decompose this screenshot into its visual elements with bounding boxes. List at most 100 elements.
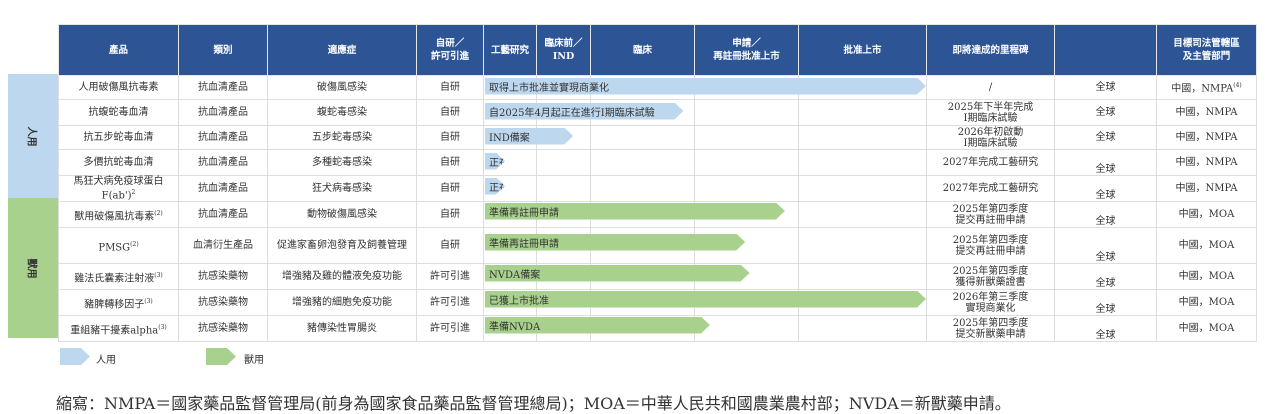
- jurisdiction-text: 中國，MOA: [1178, 209, 1235, 221]
- stage-cell: [798, 149, 927, 176]
- stage-progress-bar: 已獲上市批准: [485, 291, 926, 308]
- category-text: 抗感染藥物: [198, 323, 248, 335]
- column-header: [1054, 24, 1157, 76]
- product-text: 人用破傷風抗毒素: [78, 82, 159, 93]
- stage-progress-bar: 取得上市批准並實現商業化: [485, 78, 926, 95]
- source-text: 自研: [440, 82, 460, 93]
- region-cell: 全球: [1054, 227, 1157, 265]
- stage-cell: [694, 149, 799, 176]
- source-text: 自研: [440, 132, 460, 143]
- stage-cell: [798, 99, 927, 126]
- column-header: 適應症: [267, 24, 417, 76]
- source-cell: 自研: [416, 227, 484, 265]
- product-cell: 人用破傷風抗毒素: [58, 75, 179, 100]
- category-cell: 抗感染藥物: [178, 315, 268, 343]
- footnote-marker: (3): [158, 323, 167, 331]
- category-cell: 抗感染藥物: [178, 263, 268, 291]
- table-row: 馬狂犬病免疫球蛋白F(ab')2 抗血清產品 狂犬病毒感染 自研 2027年完成工藝研究…: [58, 174, 1257, 203]
- jurisdiction-text: 中國，MOA: [1178, 240, 1235, 252]
- indication-cell: 五步蛇毒感染: [267, 125, 417, 150]
- indication-text: 五步蛇毒感染: [312, 132, 372, 143]
- region-cell: 全球: [1054, 263, 1157, 291]
- jurisdiction-cell: 中國，NMPA: [1156, 125, 1257, 150]
- column-header: 臨床: [590, 24, 695, 76]
- product-text: 雞法氏囊素注射液: [74, 272, 155, 284]
- stage-cell: [590, 174, 695, 203]
- jurisdiction-cell: 中國，NMPA: [1156, 149, 1257, 176]
- footnote-marker: 2: [131, 189, 136, 196]
- milestone-text: 2025年第四季度 提交新獸藥申請: [952, 317, 1029, 340]
- product-text: 重組豬干擾素alpha: [70, 324, 159, 336]
- region-text: 全球: [1095, 164, 1116, 175]
- group-human: 人用: [8, 74, 58, 198]
- source-cell: 許可引進: [416, 315, 484, 343]
- jurisdiction-cell: 中國，MOA: [1156, 227, 1257, 265]
- stage-cell: [694, 315, 799, 343]
- stage-cell: [590, 125, 695, 150]
- product-cell: 馬狂犬病免疫球蛋白F(ab')2: [58, 174, 179, 203]
- legend-human-label: 人用: [96, 355, 116, 366]
- source-cell: 自研: [416, 201, 484, 229]
- milestone-cell: 2027年完成工藝研究: [926, 174, 1055, 203]
- milestone-text: 2027年完成工藝研究: [942, 157, 1039, 168]
- stage-label: 準備NVDA: [489, 321, 541, 333]
- source-text: 自研: [440, 240, 460, 252]
- category-text: 抗血清產品: [198, 157, 248, 168]
- region-cell: 全球: [1054, 315, 1157, 343]
- product-text: 馬狂犬病免疫球蛋白F(ab'): [73, 176, 164, 202]
- stage-label: 取得上市批准並實現商業化: [489, 82, 609, 94]
- stage-cell: [798, 315, 927, 343]
- footnote-marker: (3): [144, 297, 153, 305]
- milestone-text: 2025年第四季度 提交再註冊申請: [952, 234, 1029, 257]
- footnote-marker: (2): [130, 240, 139, 248]
- milestone-cell: 2025年下半年完成 I期臨床試驗: [926, 99, 1055, 126]
- milestone-text: 2025年下半年完成 I期臨床試驗: [947, 101, 1034, 124]
- source-text: 許可引進: [430, 297, 470, 309]
- milestone-cell: 2025年第四季度 提交再註冊申請: [926, 227, 1055, 265]
- region-text: 全球: [1095, 252, 1116, 264]
- stage-progress-bar: NVDA備案: [485, 265, 750, 282]
- indication-text: 破傷風感染: [317, 82, 367, 93]
- source-text: 許可引進: [430, 323, 470, 335]
- indication-cell: 狂犬病毒感染: [267, 174, 417, 203]
- product-cell: 多價抗蛇毒血清: [58, 149, 179, 176]
- source-text: 自研: [440, 209, 460, 221]
- jurisdiction-cell: 中國，MOA: [1156, 289, 1257, 317]
- jurisdiction-cell: 中國，NMPA(4): [1156, 75, 1257, 100]
- product-cell: 重組豬干擾素alpha(3): [58, 315, 179, 343]
- indication-text: 豬傳染性胃腸炎: [307, 323, 377, 335]
- category-text: 抗感染藥物: [198, 271, 248, 283]
- milestone-text: 2026年初啟動 I期臨床試驗: [957, 126, 1024, 149]
- region-text: 全球: [1095, 330, 1116, 342]
- indication-text: 增強豬的細胞免疫功能: [292, 297, 392, 309]
- jurisdiction-text: 中國，NMPA: [1175, 183, 1238, 195]
- region-cell: 全球: [1054, 149, 1157, 176]
- table-row: PMSG(2) 血清衍生產品 促進家畜卵泡發育及飼養管理 自研 2025年第四季度 提交…: [58, 227, 1257, 265]
- category-text: 血清衍生產品: [193, 240, 253, 252]
- column-header: 類別: [178, 24, 268, 76]
- column-header: 工藝研究: [483, 24, 537, 76]
- product-cell: 豬脾轉移因子(3): [58, 289, 179, 317]
- column-header: 即將達成的里程碑: [926, 24, 1055, 76]
- jurisdiction-text: 中國，MOA: [1178, 323, 1235, 335]
- milestone-text: /: [988, 82, 993, 93]
- jurisdiction-text: 中國，NMPA: [1175, 157, 1238, 168]
- region-text: 全球: [1095, 107, 1116, 118]
- stage-cell: [536, 174, 591, 203]
- indication-cell: 豬傳染性胃腸炎: [267, 315, 417, 343]
- indication-cell: 動物破傷風感染: [267, 201, 417, 229]
- jurisdiction-cell: 中國，NMPA: [1156, 99, 1257, 126]
- source-text: 自研: [440, 157, 460, 168]
- stage-cell: [694, 227, 799, 265]
- source-text: 許可引進: [430, 271, 470, 283]
- jurisdiction-text: 中國，NMPA: [1171, 83, 1234, 95]
- column-header: 產品: [58, 24, 179, 76]
- stage-cell: [798, 174, 927, 203]
- product-cell: PMSG(2): [58, 227, 179, 265]
- stage-cell: [536, 149, 591, 176]
- product-text: 抗五步蛇毒血清: [83, 132, 154, 143]
- milestone-text: 2026年第三季度 實現商業化: [952, 291, 1029, 314]
- milestone-cell: 2025年第四季度 獲得新獸藥證書: [926, 263, 1055, 291]
- jurisdiction-text: 中國，MOA: [1178, 271, 1235, 283]
- legend-veterinary-swatch: [206, 348, 236, 365]
